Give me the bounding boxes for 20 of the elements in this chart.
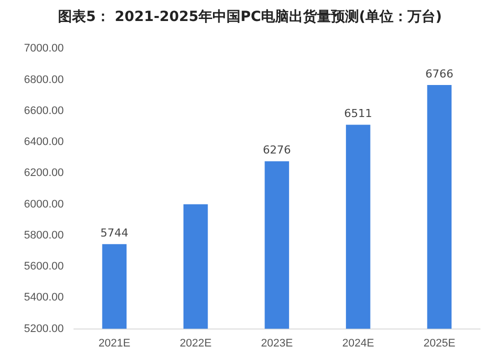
x-tick-label: 2024E (342, 337, 374, 350)
y-tick-label: 6200.00 (24, 167, 64, 180)
y-tick-label: 6800.00 (24, 74, 64, 86)
y-tick-label: 6600.00 (24, 104, 64, 117)
y-tick-label: 5400.00 (24, 292, 64, 304)
y-tick-label: 5600.00 (24, 260, 64, 273)
y-tick-label: 7000.00 (24, 42, 64, 55)
y-tick-label: 6000.00 (24, 198, 64, 210)
y-tick-label: 5200.00 (24, 322, 64, 335)
x-tick-label: 2022E (180, 337, 212, 350)
chart-title: 图表5： 2021-2025年中国PC电脑出货量预测(单位：万台) (57, 8, 443, 27)
data-label: 6766 (425, 67, 454, 80)
x-tick-label: 2025E (423, 337, 456, 350)
x-tick-label: 2021E (98, 337, 130, 350)
data-label: 6276 (262, 144, 291, 157)
x-tick-label: 2023E (260, 337, 293, 350)
y-tick-label: 5800.00 (24, 229, 64, 242)
data-label: 5744 (100, 226, 128, 240)
y-tick-label: 6400.00 (24, 136, 64, 148)
data-label: 6511 (344, 107, 372, 120)
